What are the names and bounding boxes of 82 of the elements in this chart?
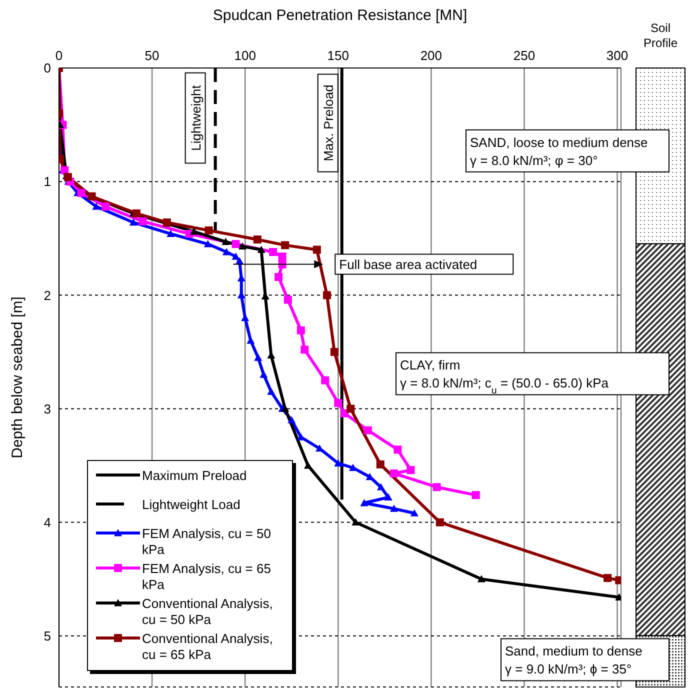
x-tick-label: 0 bbox=[55, 48, 63, 63]
point bbox=[222, 238, 230, 245]
point bbox=[281, 241, 290, 250]
x-tick-label: 200 bbox=[420, 48, 442, 63]
point bbox=[312, 246, 321, 254]
point bbox=[267, 388, 276, 395]
y-axis-title: Depth below seabed [m] bbox=[9, 296, 26, 458]
point bbox=[300, 346, 309, 354]
point bbox=[410, 509, 418, 516]
point bbox=[384, 493, 392, 501]
point bbox=[238, 242, 246, 250]
point bbox=[278, 252, 286, 261]
point bbox=[102, 202, 110, 211]
point bbox=[138, 217, 147, 226]
legend-label: Maximum Preload bbox=[142, 468, 247, 484]
legend-label: Lightweight Load bbox=[142, 496, 240, 513]
x-tick-label: 150 bbox=[327, 48, 349, 63]
point bbox=[222, 248, 230, 256]
x-tick-label: 50 bbox=[144, 48, 160, 63]
point bbox=[281, 404, 290, 412]
point bbox=[77, 188, 86, 197]
y-tick-label: 2 bbox=[44, 288, 51, 303]
point bbox=[604, 574, 612, 582]
point bbox=[390, 469, 398, 478]
annotation: Lightweight bbox=[188, 84, 204, 151]
point bbox=[390, 504, 398, 512]
y-tick-label: 5 bbox=[44, 628, 51, 644]
point bbox=[394, 446, 402, 454]
point bbox=[284, 296, 292, 304]
point bbox=[288, 416, 296, 424]
x-tick-label: 250 bbox=[513, 48, 536, 63]
annotation: Full base area activated bbox=[339, 257, 478, 272]
point bbox=[346, 404, 355, 413]
point bbox=[204, 240, 212, 248]
point bbox=[269, 248, 278, 256]
point bbox=[296, 326, 305, 334]
x-tick-label: 300 bbox=[606, 48, 628, 63]
point bbox=[321, 376, 330, 384]
point bbox=[330, 348, 338, 356]
point bbox=[232, 240, 240, 248]
y-tick-label: 4 bbox=[44, 514, 51, 530]
point bbox=[406, 466, 415, 474]
point bbox=[129, 218, 138, 226]
point bbox=[376, 460, 384, 468]
point bbox=[364, 426, 372, 434]
point bbox=[257, 246, 266, 253]
legend-label: Conventional Analysis, cu = 65 kPa bbox=[142, 630, 274, 663]
x-tick-label: 100 bbox=[234, 48, 256, 63]
y-tick-label: 3 bbox=[44, 401, 51, 416]
point bbox=[352, 518, 360, 526]
y-tick-label: 1 bbox=[44, 174, 51, 190]
annotation: Max. Preload bbox=[320, 84, 336, 162]
point bbox=[304, 462, 312, 469]
annotation: Sand, medium to dense γ = 9.0 kN/m³; ϕ = 35° bbox=[505, 644, 642, 677]
point bbox=[472, 491, 480, 500]
point bbox=[436, 518, 444, 526]
point bbox=[253, 236, 262, 244]
point bbox=[232, 252, 240, 260]
legend-label: Conventional Analysis, cu = 50 kPa bbox=[142, 596, 274, 628]
point bbox=[190, 228, 198, 235]
legend-label: FEM Analysis, cu = 65 kPa bbox=[142, 560, 272, 593]
point bbox=[166, 230, 175, 238]
point bbox=[322, 291, 331, 300]
annotation: CLAY, firm γ = 8.0 kN/m³; c$_{u}$ = (50.0 - 65.0) kPa bbox=[400, 358, 610, 396]
legend-label: FEM Analysis, cu = 50 kPa bbox=[142, 526, 272, 558]
point bbox=[260, 370, 268, 378]
point bbox=[376, 483, 385, 490]
text: Soil Profile bbox=[643, 21, 678, 50]
point bbox=[334, 459, 342, 466]
point bbox=[432, 483, 441, 492]
point bbox=[477, 575, 486, 582]
point bbox=[360, 499, 368, 506]
point bbox=[274, 272, 283, 281]
point bbox=[204, 226, 213, 234]
point bbox=[334, 399, 342, 408]
point bbox=[340, 409, 349, 418]
point bbox=[132, 209, 140, 218]
point bbox=[254, 354, 262, 361]
y-tick-label: 0 bbox=[44, 60, 51, 76]
x-axis-title: Spudcan Penetration Resistance [MN] bbox=[212, 7, 468, 24]
point bbox=[92, 202, 100, 210]
annotation: SAND, loose to medium dense γ = 8.0 kN/m³; φ = 30° bbox=[470, 134, 648, 168]
